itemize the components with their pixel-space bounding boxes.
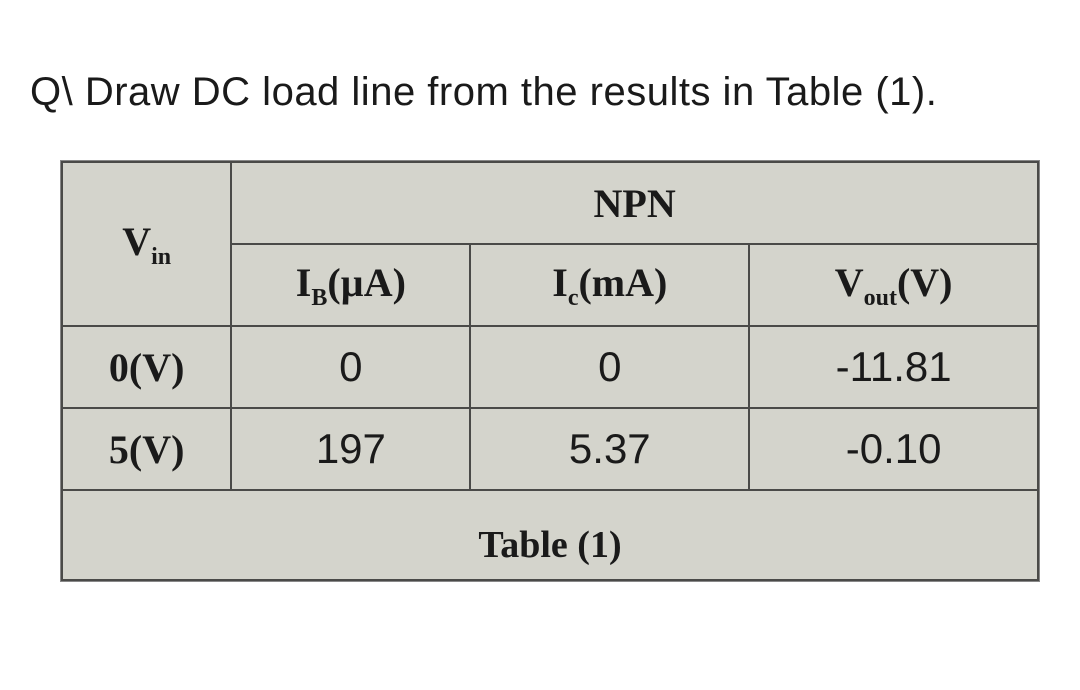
table-caption: Table (1) [62, 490, 1038, 580]
cell-ic: 0 [470, 326, 749, 408]
cell-vin: 0(V) [62, 326, 231, 408]
cell-ib: 197 [231, 408, 470, 490]
cell-ic: 5.37 [470, 408, 749, 490]
header-npn: NPN [231, 162, 1038, 244]
cell-vout: -0.10 [749, 408, 1038, 490]
cell-vin: 5(V) [62, 408, 231, 490]
header-ic: Ic(mA) [470, 244, 749, 326]
header-vin: Vin [62, 162, 231, 326]
table-row: 0(V) 0 0 -11.81 [62, 326, 1038, 408]
table-caption-row: Table (1) [62, 490, 1038, 580]
cell-vout: -11.81 [749, 326, 1038, 408]
header-vout: Vout(V) [749, 244, 1038, 326]
table-header-row-1: Vin NPN [62, 162, 1038, 244]
table-row: 5(V) 197 5.37 -0.10 [62, 408, 1038, 490]
data-table: Vin NPN IB(µA) Ic(mA) Vout(V) 0(V) 0 0 -… [61, 161, 1039, 581]
header-ib: IB(µA) [231, 244, 470, 326]
question-text: Q\ Draw DC load line from the results in… [30, 70, 1050, 115]
table-container: Vin NPN IB(µA) Ic(mA) Vout(V) 0(V) 0 0 -… [60, 160, 1040, 582]
cell-ib: 0 [231, 326, 470, 408]
